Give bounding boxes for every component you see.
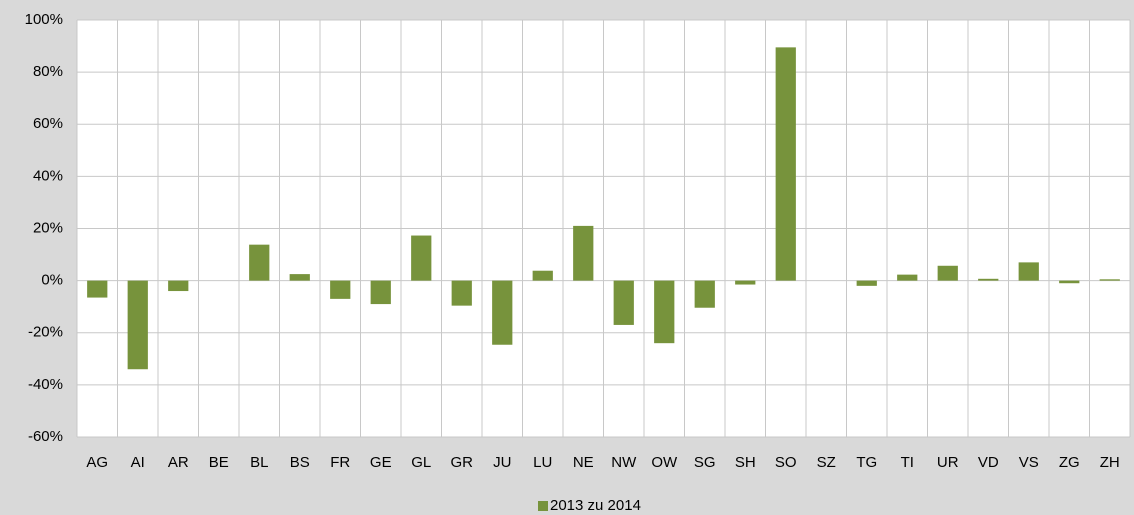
- x-tick-label: TI: [901, 454, 914, 471]
- x-tick-label: AR: [168, 454, 189, 471]
- y-tick-label: 100%: [25, 11, 63, 28]
- x-tick-label: ZG: [1059, 454, 1080, 471]
- x-tick-label: GL: [411, 454, 431, 471]
- bar: [1059, 280, 1080, 284]
- x-tick-label: GE: [370, 454, 392, 471]
- x-tick-label: AI: [131, 454, 145, 471]
- bar: [249, 244, 270, 281]
- bar: [694, 280, 715, 308]
- x-tick-label: NW: [611, 454, 637, 471]
- x-tick-label: SZ: [817, 454, 836, 471]
- x-tick-label: VS: [1019, 454, 1039, 471]
- bar: [370, 280, 391, 305]
- legend-label: 2013 zu 2014: [550, 497, 641, 514]
- x-tick-label: UR: [937, 454, 959, 471]
- x-tick-label: JU: [493, 454, 511, 471]
- bar: [451, 280, 472, 306]
- bar: [1099, 279, 1120, 281]
- x-tick-label: TG: [856, 454, 877, 471]
- bar: [330, 280, 351, 299]
- bar: [168, 280, 189, 292]
- bar: [897, 274, 918, 281]
- x-tick-label: BS: [290, 454, 310, 471]
- bar: [532, 270, 553, 281]
- x-tick-label: BL: [250, 454, 268, 471]
- bar: [937, 265, 958, 281]
- x-tick-label: NE: [573, 454, 594, 471]
- bar: [654, 280, 675, 344]
- x-tick-label: SH: [735, 454, 756, 471]
- bar: [613, 280, 634, 325]
- legend-swatch: [538, 501, 548, 511]
- bar: [411, 235, 432, 281]
- bar: [978, 278, 999, 281]
- bar: [856, 280, 877, 286]
- y-tick-label: 20%: [33, 219, 63, 236]
- x-tick-label: VD: [978, 454, 999, 471]
- bar: [87, 280, 108, 298]
- y-tick-label: -40%: [28, 376, 63, 393]
- y-tick-label: 60%: [33, 115, 63, 132]
- bar: [1018, 262, 1039, 281]
- y-tick-label: 80%: [33, 63, 63, 80]
- x-tick-label: AG: [86, 454, 108, 471]
- bar: [573, 225, 594, 281]
- y-tick-label: 40%: [33, 167, 63, 184]
- y-tick-label: -60%: [28, 428, 63, 445]
- bar: [289, 274, 310, 281]
- x-tick-label: ZH: [1100, 454, 1120, 471]
- x-tick-label: BE: [209, 454, 229, 471]
- y-tick-label: 0%: [41, 272, 63, 289]
- x-tick-label: FR: [330, 454, 350, 471]
- x-tick-label: LU: [533, 454, 552, 471]
- bar: [775, 47, 796, 281]
- bar: [492, 280, 513, 345]
- x-tick-label: OW: [651, 454, 678, 471]
- bar: [127, 280, 148, 370]
- x-tick-label: GR: [451, 454, 474, 471]
- x-tick-label: SG: [694, 454, 716, 471]
- bar: [735, 280, 756, 285]
- x-tick-label: SO: [775, 454, 797, 471]
- y-tick-label: -20%: [28, 324, 63, 341]
